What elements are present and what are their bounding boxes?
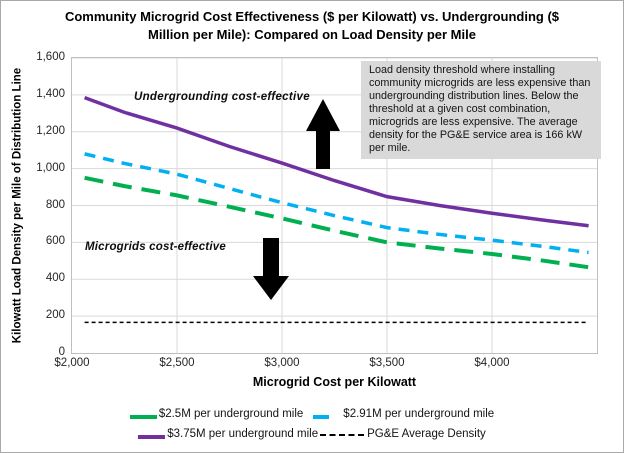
y-tick-label: 1,400 (36, 87, 65, 100)
legend-item-2-91m: $2.91M per underground mile (303, 408, 494, 420)
x-tick-label: $2,000 (54, 357, 90, 369)
legend-label: PG&E Average Density (367, 428, 486, 440)
legend: $2.5M per underground mile $2.91M per un… (1, 408, 623, 448)
series-line (84, 175, 589, 270)
plot-canvas (72, 58, 597, 353)
threshold-note-box: Load density threshold where installing … (361, 61, 601, 159)
blue-dash-swatch-icon (313, 415, 330, 419)
x-tick-label: $4,000 (474, 357, 510, 369)
microgrids-region-label: Microgrids cost-effective (85, 241, 226, 253)
series-line (83, 95, 589, 228)
y-tick-label: 400 (45, 272, 65, 285)
y-tick-label: 200 (45, 309, 65, 322)
legend-item-pge-density: PG&E Average Density (318, 428, 486, 440)
black-dash-swatch-icon (320, 434, 365, 436)
purple-line-swatch-icon (138, 435, 166, 439)
series-line (84, 152, 589, 255)
y-tick-label: 600 (45, 235, 65, 248)
y-tick-label: 0 (58, 346, 65, 358)
y-tick-label: 1,200 (36, 124, 65, 137)
legend-row-2: $3.75M per underground mile PG&E Average… (1, 428, 623, 448)
legend-item-2-5m: $2.5M per underground mile (129, 408, 304, 420)
green-line-swatch-icon (129, 415, 157, 419)
down-arrow-icon (253, 238, 289, 300)
chart-title: Community Microgrid Cost Effectiveness (… (64, 9, 560, 42)
x-tick-label: $2,500 (159, 357, 195, 369)
up-arrow-icon (306, 99, 340, 169)
x-axis-title: Microgrid Cost per Kilowatt (252, 375, 417, 389)
legend-label: $2.91M per underground mile (343, 408, 495, 420)
undergrounding-region-label: Undergrounding cost-effective (134, 91, 310, 103)
legend-label: $2.5M per underground mile (158, 408, 304, 420)
legend-label: $3.75M per underground mile (167, 428, 319, 440)
y-tick-label: 1,000 (36, 161, 65, 174)
y-tick-label: 800 (45, 198, 65, 211)
legend-row-1: $2.5M per underground mile $2.91M per un… (1, 408, 623, 428)
x-tick-label: $3,000 (264, 357, 300, 369)
x-tick-label: $3,500 (369, 357, 405, 369)
legend-item-3-75m: $3.75M per underground mile (138, 428, 318, 440)
y-tick-label: 1,600 (36, 51, 65, 63)
